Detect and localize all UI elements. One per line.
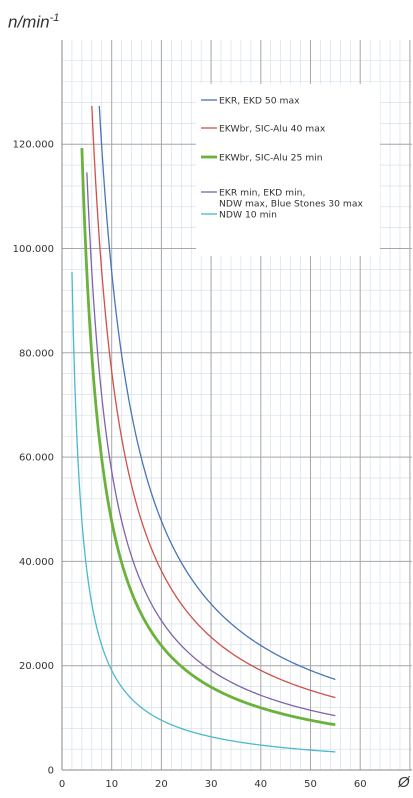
series-line-3 [80, 148, 336, 727]
x-tick-label: 60 [354, 779, 367, 790]
legend-label-3: EKWbr, SIC-Alu 25 min [219, 153, 323, 164]
y-axis-title: n/min-1 [8, 12, 60, 32]
series-line-1 [98, 105, 336, 681]
legend-label-4: EKR min, EKD min, NDW max, Blue Stones 30… [219, 188, 363, 210]
x-tick-label: 30 [205, 779, 218, 790]
x-tick-label: 50 [304, 779, 317, 790]
y-tick-label: 0 [48, 766, 54, 777]
series-line-5 [71, 271, 336, 753]
legend-label-2: EKWbr, SIC-Alu 40 max [219, 124, 326, 135]
series-line-2 [91, 105, 336, 699]
x-tick-label: 40 [254, 779, 267, 790]
y-tick-label: 100.000 [13, 244, 54, 255]
series-line-4 [86, 172, 336, 717]
legend-box [196, 84, 380, 256]
legend-label-5: NDW 10 min [219, 210, 277, 221]
y-tick-label: 40.000 [19, 557, 54, 568]
y-tick-label: 120.000 [13, 140, 54, 151]
x-axis-title: Ø [398, 774, 410, 791]
y-tick-label: 60.000 [19, 453, 54, 464]
x-tick-label: 0 [59, 779, 65, 790]
y-tick-label: 80.000 [19, 348, 54, 359]
x-tick-label: 10 [105, 779, 118, 790]
legend-label-1: EKR, EKD 50 max [219, 96, 300, 107]
y-tick-label: 20.000 [19, 661, 54, 672]
x-tick-label: 20 [155, 779, 168, 790]
